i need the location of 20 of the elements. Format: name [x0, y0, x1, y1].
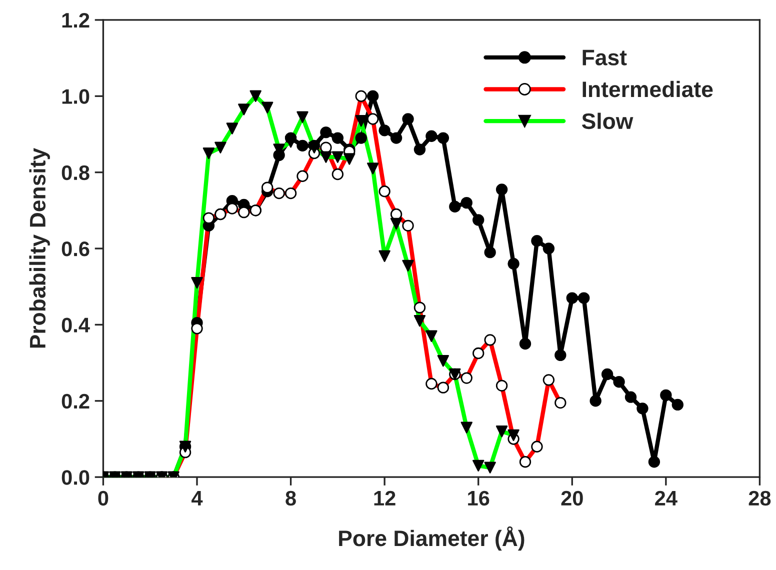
y-axis-title: Probability Density: [29, 148, 50, 348]
x-tick-label: 4: [192, 491, 203, 506]
legend-label: Slow: [582, 112, 634, 130]
y-tick-label: 0.8: [62, 165, 90, 180]
y-tick-label: 1.0: [62, 89, 90, 104]
x-tick-label: 28: [748, 490, 771, 506]
y-tick-label: 0.6: [62, 242, 90, 256]
y-tick-label: 1.2: [62, 12, 90, 28]
x-tick-label: 20: [561, 490, 583, 506]
y-tick-label: 0.4: [62, 318, 90, 332]
x-tick-label: 0: [98, 490, 108, 506]
y-tick-label: 0.2: [62, 394, 90, 409]
legend-label: Fast: [582, 50, 627, 66]
x-tick-label: 12: [374, 490, 396, 506]
x-tick-label: 24: [655, 490, 678, 506]
x-axis-title: Pore Diameter (Å): [339, 526, 524, 551]
x-tick-label: 16: [468, 490, 490, 506]
x-tick-label: 8: [286, 490, 296, 506]
legend-label: Intermediate: [582, 80, 713, 98]
y-tick-label: 0.0: [62, 470, 90, 485]
